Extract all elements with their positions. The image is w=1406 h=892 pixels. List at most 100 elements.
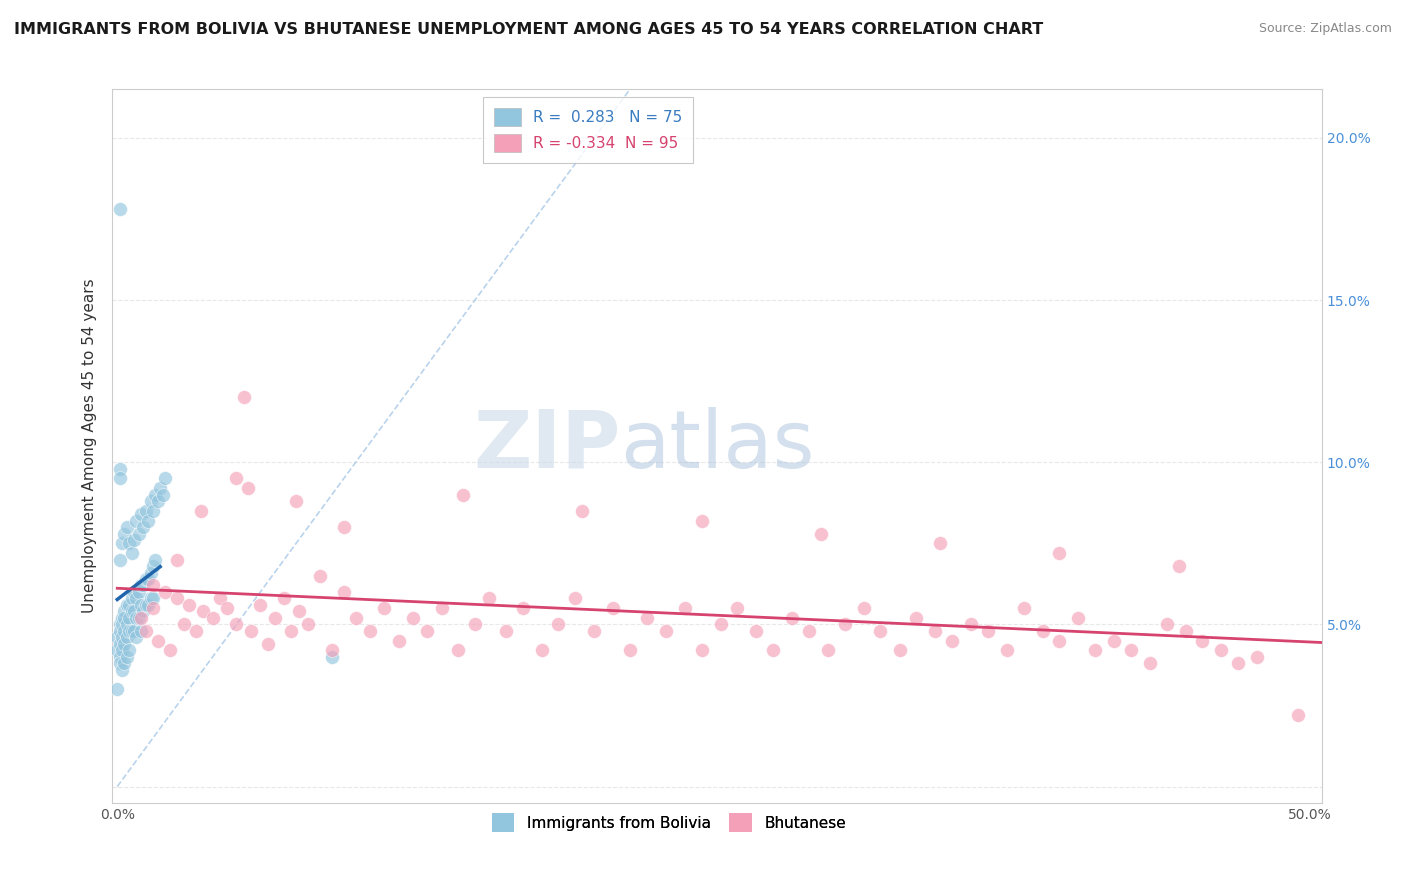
Point (105, 631, 128, 645)
Point (111, 536, 134, 550)
Point (619, 643, 641, 657)
Point (430, 601, 453, 615)
Point (1286, 708, 1309, 723)
Point (263, 611, 285, 625)
Point (321, 649, 343, 664)
Point (1047, 633, 1070, 648)
Point (725, 601, 748, 615)
Point (710, 617, 733, 632)
Point (225, 617, 247, 632)
Point (149, 481, 172, 495)
Point (111, 631, 134, 645)
Point (495, 624, 517, 638)
Point (1174, 624, 1197, 638)
Point (1084, 643, 1107, 657)
Point (1139, 657, 1161, 671)
Point (129, 611, 152, 625)
Y-axis label: Unemployment Among Ages 45 to 54 years: Unemployment Among Ages 45 to 54 years (82, 278, 97, 614)
Point (583, 624, 606, 638)
Point (108, 657, 131, 671)
Point (834, 617, 856, 632)
Point (115, 520, 138, 534)
Point (273, 591, 295, 606)
Point (108, 461, 131, 475)
Point (142, 578, 165, 592)
Point (201, 611, 224, 625)
Point (121, 624, 143, 638)
Point (256, 637, 278, 651)
Point (112, 657, 135, 671)
Point (447, 643, 470, 657)
Point (287, 604, 309, 618)
Point (112, 637, 135, 651)
Point (673, 601, 696, 615)
Point (166, 552, 188, 566)
Point (1012, 601, 1035, 615)
Point (122, 604, 145, 618)
Point (184, 624, 207, 638)
Point (1191, 633, 1213, 648)
Point (690, 514, 713, 528)
Text: atlas: atlas (620, 407, 814, 485)
Point (1102, 633, 1125, 648)
Point (112, 624, 135, 638)
Point (135, 572, 157, 586)
Point (136, 514, 159, 528)
Point (225, 471, 247, 485)
Point (125, 611, 148, 625)
Point (111, 643, 134, 657)
Point (929, 536, 952, 550)
Point (159, 643, 181, 657)
Point (852, 601, 875, 615)
Point (547, 617, 569, 632)
Point (142, 504, 165, 518)
Point (309, 568, 332, 582)
Point (1047, 546, 1070, 560)
Point (797, 624, 820, 638)
Point (280, 624, 302, 638)
Point (571, 504, 593, 518)
Point (977, 624, 1000, 638)
Point (122, 624, 145, 638)
Point (112, 604, 135, 618)
Point (173, 617, 195, 632)
Point (129, 598, 152, 612)
Point (108, 624, 131, 638)
Point (111, 663, 134, 677)
Point (995, 643, 1018, 657)
Point (139, 494, 162, 508)
Point (333, 585, 356, 599)
Point (129, 624, 152, 638)
Point (125, 591, 148, 606)
Point (121, 546, 143, 560)
Point (105, 643, 128, 657)
Point (142, 601, 165, 615)
Point (118, 536, 141, 550)
Point (333, 520, 356, 534)
Point (153, 585, 176, 599)
Point (297, 617, 319, 632)
Point (780, 611, 803, 625)
Point (373, 601, 395, 615)
Point (1156, 617, 1178, 632)
Point (108, 471, 131, 485)
Point (464, 617, 486, 632)
Point (152, 488, 174, 502)
Point (762, 643, 785, 657)
Point (136, 598, 159, 612)
Point (146, 494, 169, 508)
Point (249, 598, 271, 612)
Point (115, 649, 138, 664)
Point (122, 585, 145, 599)
Point (1119, 643, 1142, 657)
Point (1167, 559, 1189, 574)
Point (121, 604, 143, 618)
Point (960, 617, 983, 632)
Point (602, 601, 624, 615)
Point (451, 488, 474, 502)
Point (108, 617, 131, 632)
Point (145, 552, 167, 566)
Point (1032, 624, 1054, 638)
Point (135, 504, 157, 518)
Point (125, 631, 148, 645)
